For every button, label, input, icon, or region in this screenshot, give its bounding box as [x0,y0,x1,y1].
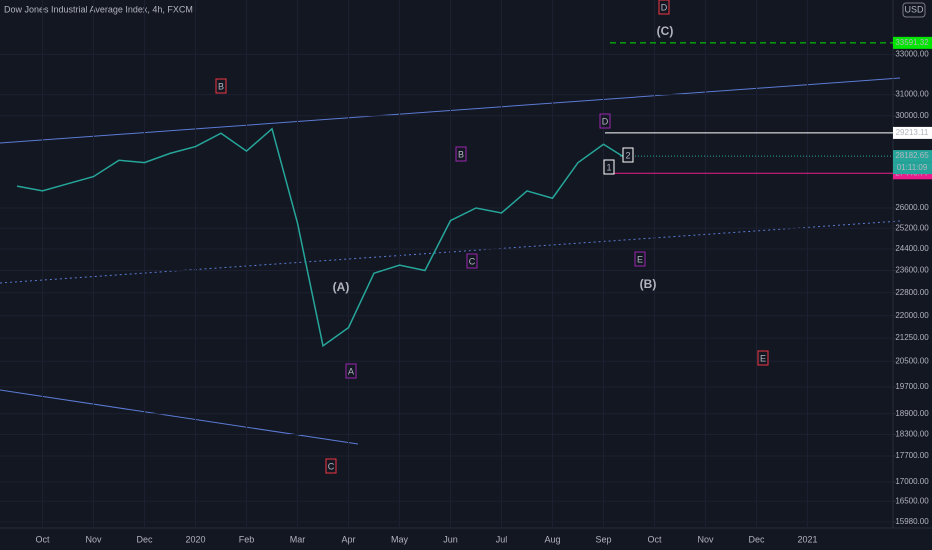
annotation: E [637,254,643,264]
y-tick-label: 31000.00 [895,90,929,99]
annotation-box [325,458,337,474]
price-label: 33591.32 [895,38,929,47]
y-tick-label: 17000.00 [895,477,929,486]
annotation-box [757,350,769,366]
y-tick-label: 17700.00 [895,451,929,460]
annotation-box [455,146,467,162]
x-tick-label: Nov [697,534,714,544]
annotation-box [466,253,478,269]
y-tick-label: 19700.00 [895,382,929,391]
x-tick-label: Dec [748,534,765,544]
annotation-box [634,251,646,267]
x-tick-label: 2021 [797,534,817,544]
x-tick-label: Jun [443,534,458,544]
y-tick-label: 25200.00 [895,223,929,232]
x-tick-label: Mar [290,534,306,544]
annotation: B [218,81,224,91]
y-tick-label: 23600.00 [895,266,929,275]
annotation: C [328,461,335,471]
x-tick-label: Sep [595,534,611,544]
x-tick-label: 2020 [185,534,205,544]
y-tick-label: 20500.00 [895,356,929,365]
y-tick-label: 33000.00 [895,49,929,58]
annotation: A [348,366,354,376]
countdown-bg [893,162,932,175]
x-tick-label: Dec [136,534,153,544]
annotation: (A) [333,280,350,294]
x-tick-label: Apr [341,534,355,544]
annotation: D [602,116,609,126]
x-tick-label: Jul [496,534,508,544]
y-tick-label: 30000.00 [895,111,929,120]
annotation: B [458,149,464,159]
y-tick-label: 22800.00 [895,288,929,297]
y-tick-label: 18900.00 [895,409,929,418]
x-tick-label: May [391,534,409,544]
y-tick-label: 24400.00 [895,244,929,253]
price-line [16,127,630,348]
price-label-bg [893,150,932,163]
y-tick-label: 26000.00 [895,203,929,212]
annotation-box [215,78,227,94]
annotation: D [661,2,668,12]
x-tick-label: Oct [647,534,662,544]
currency-box [902,2,926,18]
annotation: E [760,353,766,363]
price-label: 29213.11 [896,128,929,137]
annotation-box [622,147,634,163]
price-label: 28182.65 [895,151,929,160]
annotation: (B) [640,277,657,291]
price-label-bg [893,36,932,49]
annotation-box [345,363,357,379]
x-tick-label: Aug [544,534,560,544]
y-tick-label: 15980.00 [895,517,929,526]
annotation-box [603,159,615,175]
annotation: 1 [606,162,611,172]
x-tick-label: Nov [85,534,102,544]
x-tick-label: Oct [35,534,50,544]
price-label-bg [893,126,932,139]
y-tick-label: 18300.00 [895,430,929,439]
y-tick-label: 21250.00 [895,333,929,342]
annotation: 2 [625,150,630,160]
countdown: 01:11:09 [897,163,928,172]
annotation-box [658,0,670,15]
x-tick-label: Feb [239,534,255,544]
annotation: C [469,256,476,266]
annotation: (C) [657,24,674,38]
y-tick-label: 22000.00 [895,311,929,320]
chart-title: Dow Jones Industrial Average Index, 4h, … [4,4,193,14]
y-tick-label: 16500.00 [895,496,929,505]
currency: USD [904,4,924,14]
annotation-box [599,113,611,129]
